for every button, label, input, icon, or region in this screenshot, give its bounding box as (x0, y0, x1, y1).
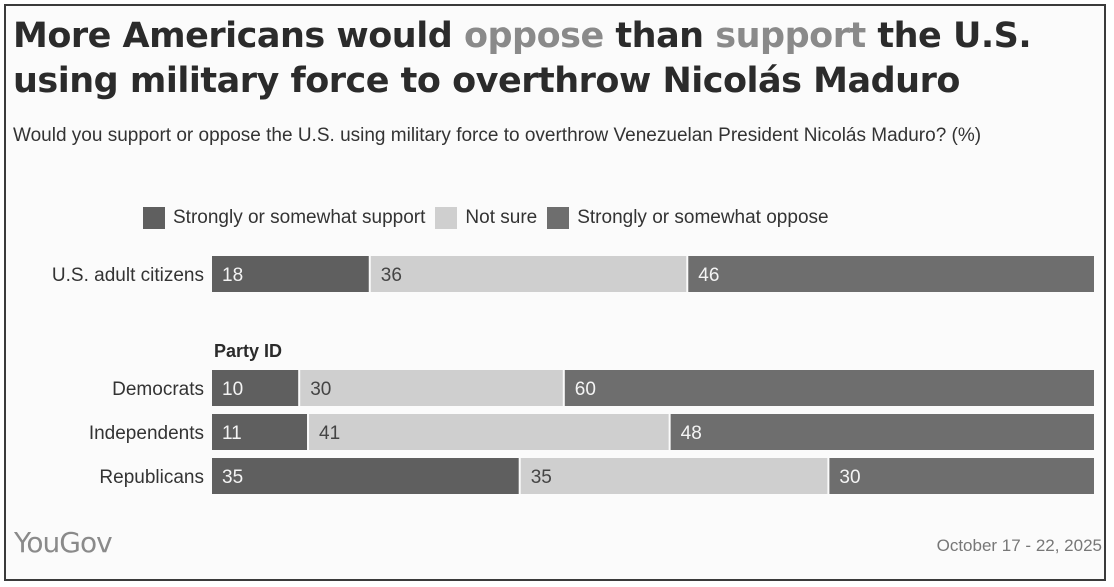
row-label-democrats: Democrats (112, 379, 204, 400)
data-label-republicans-strongly-or-somewhat-oppose: 30 (839, 467, 860, 488)
chart-title: More Americans would oppose than support… (13, 14, 1093, 104)
data-label-democrats-not-sure: 30 (310, 379, 331, 400)
legend-label-support: Strongly or somewhat support (173, 207, 426, 228)
bar-u-s-adult-citizens-not-sure (370, 256, 687, 292)
survey-date: October 17 - 22, 2025 (936, 536, 1102, 555)
data-label-democrats-strongly-or-somewhat-support: 10 (222, 379, 243, 400)
legend-item-support: Strongly or somewhat support (143, 207, 425, 229)
bar-democrats-not-sure (300, 370, 563, 406)
bar-independents-strongly-or-somewhat-support (212, 414, 308, 450)
bar-democrats-strongly-or-somewhat-oppose (564, 370, 1094, 406)
data-label-independents-strongly-or-somewhat-oppose: 48 (681, 423, 702, 444)
chart-subtitle: Would you support or oppose the U.S. usi… (13, 125, 982, 146)
title-part-2: than (603, 16, 716, 56)
bar-republicans-not-sure (520, 458, 828, 494)
data-label-republicans-not-sure: 35 (531, 467, 552, 488)
title-part-3: the U.S. using military force to overthr… (13, 16, 1032, 101)
bar-independents-not-sure (309, 414, 669, 450)
bar-independents-strongly-or-somewhat-oppose (670, 414, 1094, 450)
legend-label-oppose: Strongly or somewhat oppose (577, 207, 829, 228)
bar-u-s-adult-citizens-strongly-or-somewhat-oppose (688, 256, 1094, 292)
bar-democrats-strongly-or-somewhat-support (212, 370, 299, 406)
title-part-1: More Americans would (13, 16, 464, 56)
data-label-u-s-adult-citizens-strongly-or-somewhat-oppose: 46 (698, 265, 719, 286)
data-label-independents-not-sure: 41 (319, 423, 340, 444)
legend-item-not-sure: Not sure (435, 207, 537, 229)
legend-swatch-oppose (547, 207, 570, 229)
group-label-party-id: Party ID (214, 341, 282, 361)
legend-swatch-support (143, 207, 165, 229)
title-highlight-support: support (715, 16, 866, 56)
yougov-logo: YouGov (14, 526, 113, 559)
bar-u-s-adult-citizens-strongly-or-somewhat-support (212, 256, 369, 292)
data-label-u-s-adult-citizens-strongly-or-somewhat-support: 18 (222, 265, 243, 286)
row-label-republicans: Republicans (99, 467, 204, 488)
data-label-republicans-strongly-or-somewhat-support: 35 (222, 467, 243, 488)
legend-item-oppose: Strongly or somewhat oppose (547, 207, 829, 229)
stacked-bar-chart: Party ID U.S. adult citizens 18 36 46 Democra… (52, 256, 1094, 494)
legend-label-not-sure: Not sure (465, 207, 538, 228)
data-label-independents-strongly-or-somewhat-support: 11 (222, 423, 242, 444)
bar-republicans-strongly-or-somewhat-support (212, 458, 519, 494)
data-label-democrats-strongly-or-somewhat-oppose: 60 (575, 379, 596, 400)
row-label-independents: Independents (89, 423, 204, 444)
legend-swatch-not-sure (435, 207, 458, 229)
title-highlight-oppose: oppose (463, 16, 604, 56)
legend: Strongly or somewhat support Not sure St… (143, 207, 829, 229)
data-label-u-s-adult-citizens-not-sure: 36 (381, 265, 402, 286)
row-label-u-s-adult-citizens: U.S. adult citizens (52, 265, 204, 286)
bar-republicans-strongly-or-somewhat-oppose (829, 458, 1094, 494)
